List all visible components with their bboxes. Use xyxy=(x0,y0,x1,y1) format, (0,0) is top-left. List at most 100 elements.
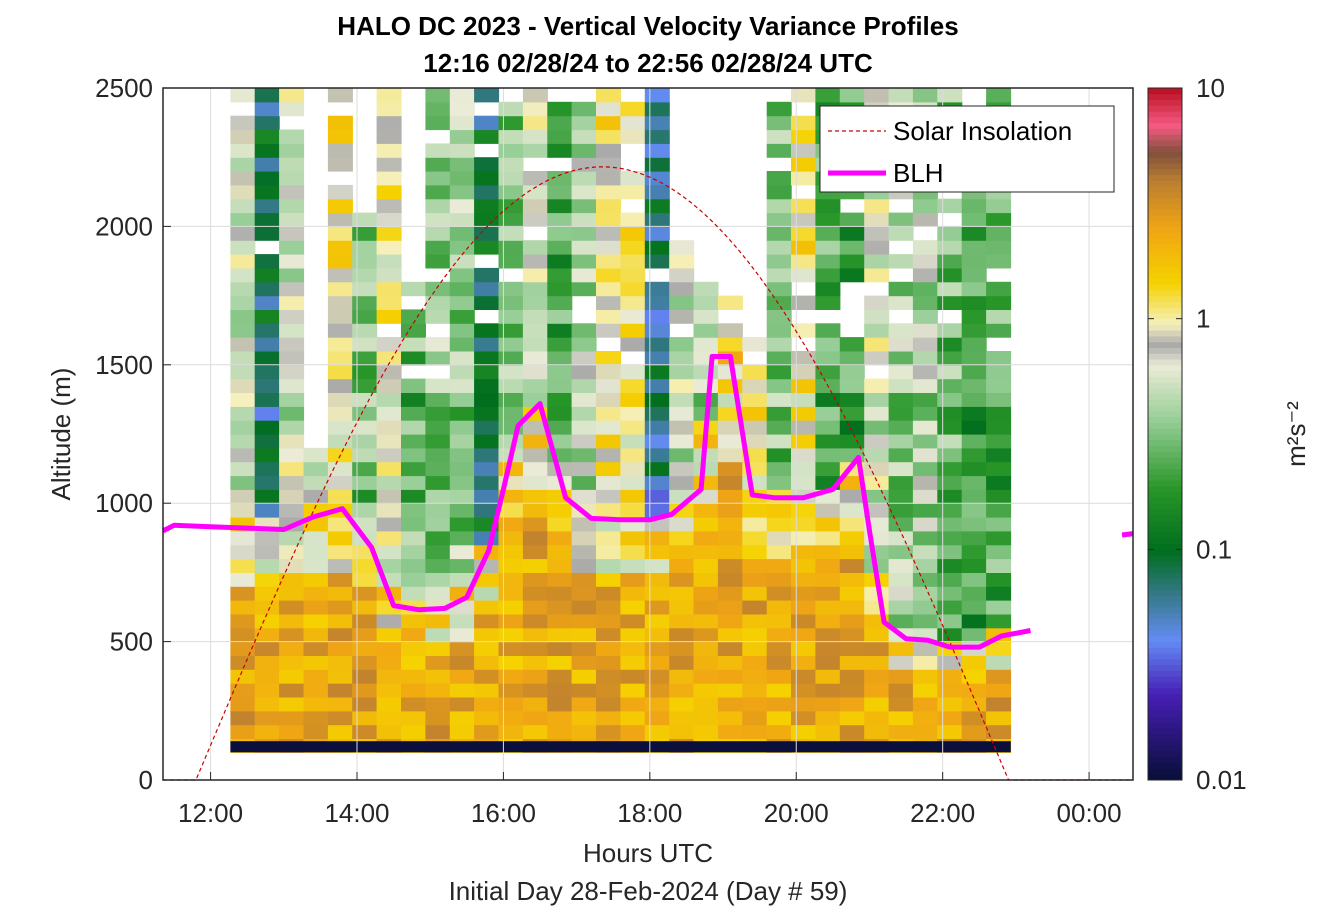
heatmap-cell xyxy=(522,101,548,117)
heatmap-cell xyxy=(327,295,353,310)
colorbar-segment xyxy=(1148,728,1182,735)
heatmap-cell xyxy=(961,475,987,490)
heatmap-cell xyxy=(279,295,305,310)
heatmap-cell xyxy=(522,475,548,490)
heatmap-cell xyxy=(937,489,963,504)
heatmap-cell xyxy=(571,558,597,573)
heatmap-cell xyxy=(912,254,938,269)
heatmap-cell xyxy=(620,337,646,352)
blh-line xyxy=(161,354,1031,650)
heatmap-cell xyxy=(839,544,865,560)
colorbar-segment xyxy=(1148,301,1182,308)
heatmap-cell xyxy=(693,364,719,380)
heatmap-cell xyxy=(986,613,1012,629)
heatmap-cell xyxy=(839,586,865,601)
heatmap-cell xyxy=(912,309,938,324)
heatmap-cell xyxy=(888,88,914,103)
heatmap-cell xyxy=(766,544,792,560)
heatmap-cell xyxy=(620,171,646,186)
heatmap-cell xyxy=(449,212,475,227)
heatmap-cell xyxy=(449,641,475,656)
heatmap-cell xyxy=(717,572,743,587)
heatmap-cell xyxy=(766,198,792,214)
heatmap-cell xyxy=(376,184,402,200)
heatmap-cell xyxy=(547,586,573,601)
heatmap-cell xyxy=(498,530,524,546)
colorbar-segment xyxy=(1148,733,1182,741)
heatmap-cell xyxy=(644,337,670,352)
heatmap-cell xyxy=(230,613,256,629)
colorbar-segment xyxy=(1148,393,1182,400)
heatmap-cell xyxy=(571,641,597,656)
heatmap-cell xyxy=(547,254,573,269)
heatmap-cell xyxy=(425,337,451,352)
heatmap-cell xyxy=(961,447,987,463)
heatmap-cell xyxy=(717,586,743,601)
heatmap-cell xyxy=(327,697,353,712)
heatmap-cell xyxy=(961,226,987,241)
x-tick-label: 00:00 xyxy=(1057,798,1122,828)
heatmap-cell xyxy=(596,475,621,490)
heatmap-cell xyxy=(401,544,426,560)
heatmap-cell xyxy=(498,212,524,227)
heatmap-cell xyxy=(644,447,670,463)
heatmap-cell xyxy=(401,724,426,739)
heatmap-cell xyxy=(937,254,963,269)
colorbar-tick-label: 10 xyxy=(1196,73,1225,103)
heatmap-cell xyxy=(352,669,378,684)
colorbar-segment xyxy=(1148,641,1182,648)
heatmap-cell xyxy=(425,115,451,131)
heatmap-cell xyxy=(791,88,816,103)
heatmap-cell xyxy=(864,323,890,338)
heatmap-cell xyxy=(498,364,524,380)
heatmap-cell xyxy=(547,613,573,629)
heatmap-cell xyxy=(791,115,816,131)
heatmap-cell xyxy=(352,240,378,255)
heatmap-cell xyxy=(230,600,256,615)
heatmap-cell xyxy=(961,489,987,504)
y-tick-label: 0 xyxy=(139,765,153,795)
heatmap-cell xyxy=(352,683,378,698)
heatmap-cell xyxy=(791,627,816,643)
heatmap-cell xyxy=(961,572,987,587)
heatmap-cell xyxy=(498,600,524,615)
heatmap-cell xyxy=(912,530,938,546)
heatmap-cell xyxy=(815,337,841,352)
heatmap-cell xyxy=(596,171,621,186)
heatmap-cell xyxy=(596,267,621,283)
colorbar-segment xyxy=(1148,768,1182,775)
colorbar-segment xyxy=(1148,122,1182,129)
x-axis-ticks: 12:00 14:00 16:00 18:00 20:00 22:00 00:00 xyxy=(178,772,1122,828)
heatmap-cell xyxy=(376,392,402,407)
heatmap-cell xyxy=(620,323,646,338)
heatmap-cell xyxy=(401,558,426,573)
heatmap-cell xyxy=(839,489,865,504)
heatmap-cell xyxy=(693,669,719,684)
heatmap-cell xyxy=(547,724,573,739)
heatmap-cell xyxy=(986,572,1012,587)
heatmap-cell xyxy=(498,351,524,366)
heatmap-cell xyxy=(791,171,816,186)
heatmap-cell xyxy=(230,641,256,656)
heatmap-cell xyxy=(620,115,646,131)
heatmap-cell xyxy=(912,683,938,698)
heatmap-cell xyxy=(693,544,719,560)
heatmap-cell xyxy=(596,115,621,131)
heatmap-cell xyxy=(620,364,646,380)
heatmap-cell xyxy=(474,600,500,615)
heatmap-cell xyxy=(742,655,768,670)
heatmap-cell xyxy=(961,683,987,698)
heatmap-cell xyxy=(230,447,256,463)
x-axis-label-secondary: Initial Day 28-Feb-2024 (Day # 59) xyxy=(449,876,848,906)
heatmap-cell xyxy=(742,669,768,684)
heatmap-cell xyxy=(839,655,865,670)
heatmap-cell xyxy=(620,655,646,670)
heatmap-cell xyxy=(376,295,402,310)
heatmap-cell xyxy=(522,364,548,380)
heatmap-cell xyxy=(620,613,646,629)
heatmap-cell xyxy=(644,115,670,131)
heatmap-cell xyxy=(742,378,768,393)
heatmap-cell xyxy=(620,724,646,739)
colorbar-segment xyxy=(1148,756,1182,764)
heatmap-cell xyxy=(449,337,475,352)
